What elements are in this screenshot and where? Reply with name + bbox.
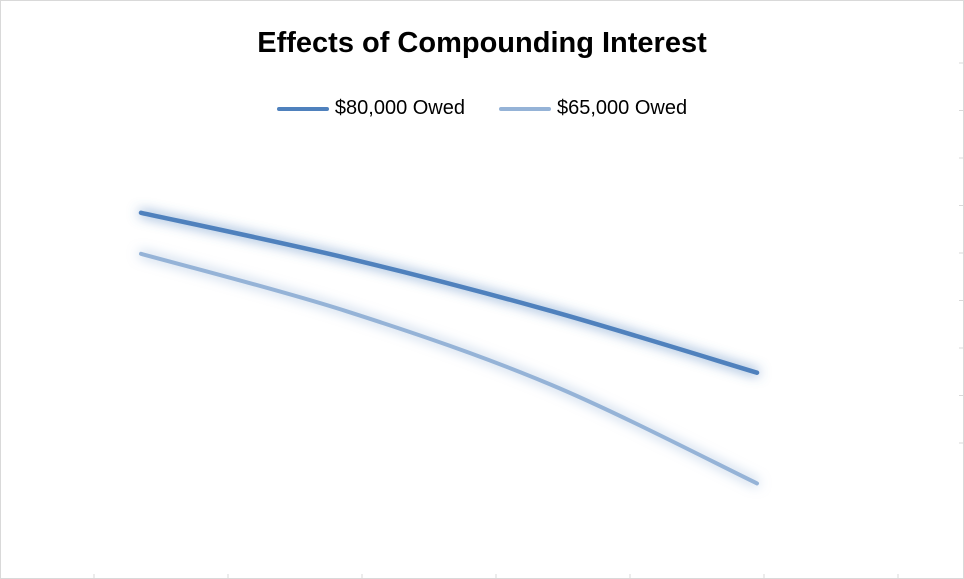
legend-swatch-series-1: [276, 106, 329, 111]
edge-ticks: [93, 62, 963, 578]
legend-label-series-2: $65,000 Owed: [557, 97, 688, 119]
legend-swatch-series-2: [499, 106, 551, 111]
legend-label-series-1: $80,000 Owed: [334, 97, 465, 119]
chart-title: Effects of Compounding Interest: [257, 27, 707, 59]
legend-item-series-1: $80,000 Owed: [276, 97, 465, 120]
series-line-2: [139, 251, 759, 486]
legend: $80,000 Owed $65,000 Owed: [1, 97, 963, 120]
legend-item-series-2: $65,000 Owed: [499, 97, 687, 120]
series-line-1: [138, 210, 760, 375]
series-group: [138, 210, 760, 486]
